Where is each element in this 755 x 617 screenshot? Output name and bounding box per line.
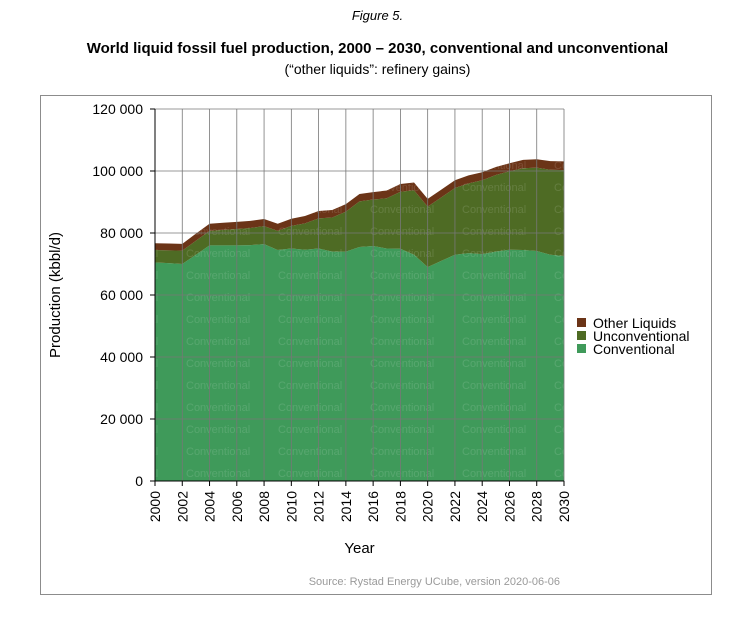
x-tick-label: 2018: [392, 491, 408, 522]
chart-subtitle: (“other liquids”: refinery gains): [284, 61, 471, 77]
chart-frame: [40, 95, 712, 595]
chart-title: World liquid fossil fuel production, 200…: [86, 40, 669, 57]
x-tick-label: 2010: [283, 491, 299, 522]
y-axis-title: Production (kbbl/d): [47, 232, 64, 358]
y-tick-label: 60 000: [100, 287, 143, 303]
x-tick-label: 2002: [174, 491, 190, 522]
x-tick-label: 2022: [447, 491, 463, 522]
x-tick-label: 2000: [147, 491, 163, 522]
legend-swatch-unconventional: [577, 331, 586, 340]
y-tick-label: 0: [135, 473, 143, 489]
legend-label-unconventional: Unconventional: [593, 328, 690, 344]
x-tick-label: 2006: [229, 491, 245, 522]
x-tick-label: 2008: [256, 491, 272, 522]
legend-label-conventional: Conventional: [593, 341, 675, 357]
figure-label: Figure 5.: [351, 8, 404, 23]
x-tick-label: 2014: [338, 491, 354, 522]
x-tick-label: 2026: [501, 491, 517, 522]
x-tick-labels: 2000 2002 2004 2006 2008 2010 2012 2014 2016 2018…: [147, 491, 572, 522]
x-tick-label: 2030: [556, 491, 572, 522]
legend-label-other-liquids: Other Liquids: [593, 315, 676, 331]
x-tick-label: 2016: [365, 491, 381, 522]
y-tick-label: 40 000: [100, 349, 143, 365]
x-tick-label: 2004: [202, 491, 218, 522]
x-tick-label: 2020: [420, 491, 436, 522]
legend-swatch-other-liquids: [577, 318, 586, 327]
x-tick-label: 2012: [311, 491, 327, 522]
y-tick-label: 20 000: [100, 411, 143, 427]
y-tick-label: 80 000: [100, 225, 143, 241]
source-note: Source: Rystad Energy UCube, version 202…: [309, 576, 560, 588]
legend-swatch-conventional: [577, 344, 586, 353]
axes: [150, 108, 565, 486]
y-tick-labels: 0 20 000 40 000 60 000 80 000 100 000 120 000: [92, 101, 143, 489]
y-tick-label: 100 000: [92, 163, 143, 179]
y-tick-label: 120 000: [92, 101, 143, 117]
x-tick-label: 2024: [474, 491, 490, 522]
x-tick-label: 2028: [529, 491, 545, 522]
x-axis-title: Year: [344, 540, 374, 557]
